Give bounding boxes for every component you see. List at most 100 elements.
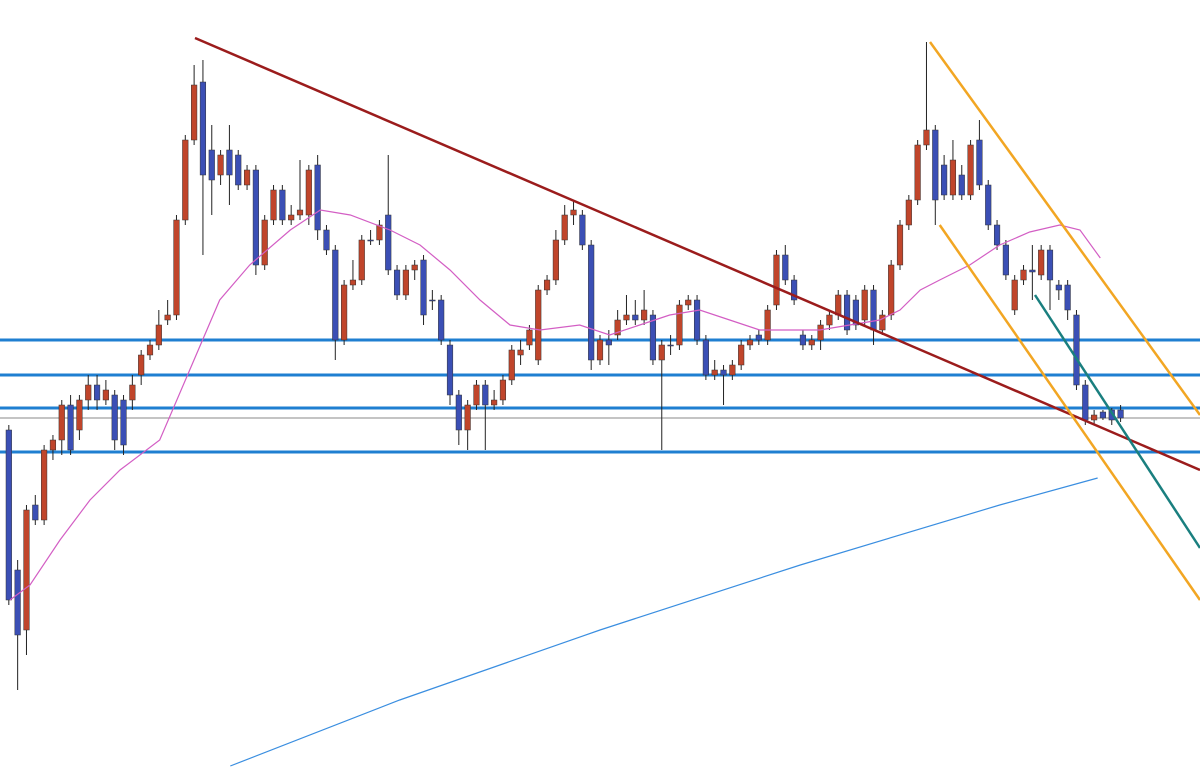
candle-body xyxy=(693,299,701,341)
candle-body xyxy=(5,429,12,601)
candle-body xyxy=(67,404,74,451)
candle-body xyxy=(949,159,957,196)
candle-body xyxy=(843,294,851,331)
candle-body xyxy=(746,339,754,346)
candle-body xyxy=(976,139,983,186)
candle-body xyxy=(358,239,365,281)
candle-body xyxy=(1029,269,1036,273)
candle-body xyxy=(473,384,480,406)
candle-body xyxy=(861,289,868,321)
candle-body xyxy=(526,329,533,346)
candle-body xyxy=(270,189,277,221)
candle-body xyxy=(702,339,709,376)
candle-body xyxy=(729,364,736,376)
candle-body xyxy=(455,394,462,431)
candle-body xyxy=(191,84,198,141)
candle-body xyxy=(349,279,357,286)
candle-body xyxy=(764,309,771,341)
candle-body xyxy=(217,154,224,176)
overlay-line xyxy=(938,224,1200,601)
candle-body xyxy=(649,314,657,361)
candle-body xyxy=(385,214,392,271)
candle-body xyxy=(314,164,321,231)
candle-body xyxy=(561,214,568,241)
candle-body xyxy=(835,294,842,316)
candle-body xyxy=(446,344,454,396)
candle-body xyxy=(288,214,295,221)
candle-body xyxy=(1046,249,1054,281)
candle-body xyxy=(376,224,383,241)
candle-body xyxy=(138,354,145,376)
candle-body xyxy=(817,324,824,341)
candle-body xyxy=(14,569,21,636)
overlay-line xyxy=(194,36,1200,472)
candle-body xyxy=(182,139,189,221)
candle-body xyxy=(49,439,57,451)
candle-body xyxy=(155,324,162,346)
candle-body xyxy=(32,504,39,521)
candle-body xyxy=(879,314,886,331)
candle-body xyxy=(596,339,604,361)
candle-body xyxy=(85,384,92,401)
candle-body xyxy=(146,344,154,356)
candle-body xyxy=(411,264,418,271)
overlay-line xyxy=(230,477,1098,767)
candle-body xyxy=(402,269,409,296)
candle-body xyxy=(1020,269,1027,281)
candle-body xyxy=(111,394,118,441)
candle-body xyxy=(570,209,577,216)
candle-body xyxy=(896,224,904,266)
candle-body xyxy=(341,284,348,341)
candle-body xyxy=(517,349,524,356)
candle-body xyxy=(685,299,692,306)
candle-body xyxy=(958,174,965,196)
candle-body xyxy=(508,349,515,381)
candle-body xyxy=(614,319,621,336)
candle-body xyxy=(870,289,877,331)
candle-body xyxy=(58,404,65,441)
candle-body xyxy=(641,309,648,321)
candle-body xyxy=(23,509,30,631)
candle-body xyxy=(120,399,127,446)
candle-body xyxy=(923,129,930,146)
candle-body xyxy=(1073,314,1080,386)
candle-body xyxy=(755,334,762,341)
candle-body xyxy=(720,369,727,376)
candle-body xyxy=(491,399,498,406)
candle-body xyxy=(393,269,401,296)
candle-body xyxy=(658,344,665,361)
candle-body xyxy=(799,334,807,346)
candle-body xyxy=(552,239,559,281)
candle-body xyxy=(482,384,489,406)
candle-body xyxy=(261,219,268,266)
candle-body xyxy=(164,314,171,321)
candle-body xyxy=(535,289,542,361)
candle-body xyxy=(588,244,595,361)
candle-body xyxy=(420,259,427,316)
candle-body xyxy=(711,369,718,376)
candle-body xyxy=(1038,249,1045,276)
candle-body xyxy=(41,449,48,521)
candle-body xyxy=(199,81,207,176)
candle-body xyxy=(1064,284,1071,311)
candle-body xyxy=(985,184,992,226)
candle-body xyxy=(782,254,789,281)
candle-body xyxy=(791,279,798,301)
candle-body xyxy=(93,384,101,401)
candle-body xyxy=(738,344,745,366)
candle-body xyxy=(773,254,780,306)
candle-body xyxy=(888,264,895,316)
candle-body xyxy=(252,169,259,266)
candle-body xyxy=(499,379,507,401)
candle-body xyxy=(296,209,304,216)
candle-body xyxy=(967,144,974,196)
candle-body xyxy=(102,389,109,401)
candle-body xyxy=(852,299,859,326)
candle-body xyxy=(1011,279,1018,311)
candle-body xyxy=(623,314,630,321)
candle-body xyxy=(1082,384,1089,421)
overlay-line xyxy=(928,41,1200,416)
candle-body xyxy=(367,239,374,242)
candle-body xyxy=(808,339,815,346)
